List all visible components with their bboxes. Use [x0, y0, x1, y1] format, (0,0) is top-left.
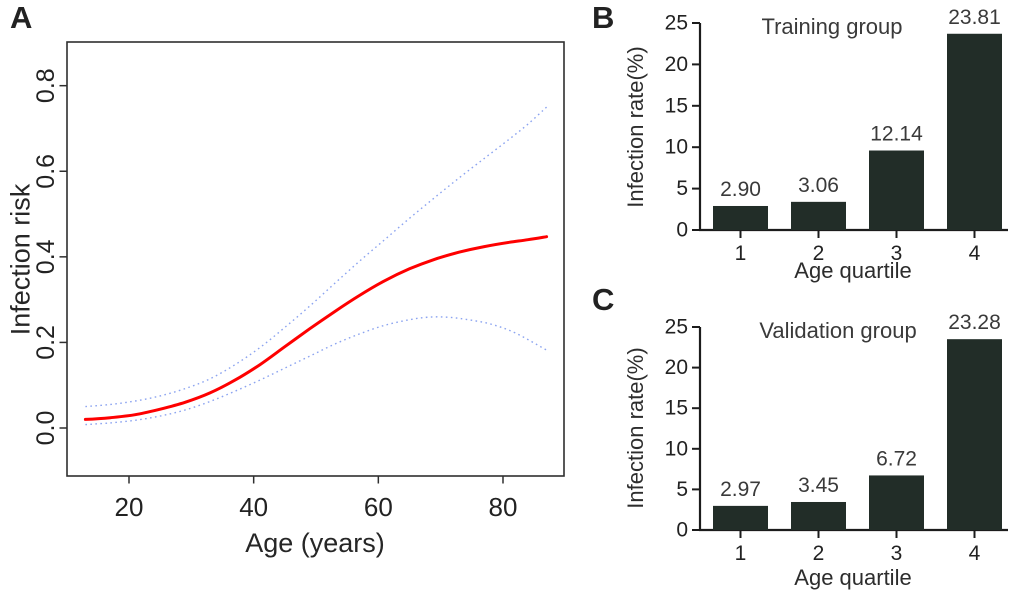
panel-b-bar-value-label: 3.06 — [798, 174, 839, 197]
panel-a-letter: A — [10, 0, 33, 35]
panel-c-bar-q3 — [869, 475, 924, 530]
panel-c-bar-value-label: 23.28 — [948, 311, 1001, 334]
panel-a-plot: 20 40 60 80 0.0 0.2 0.4 0.6 0.8 — [32, 41, 565, 522]
panel-b-y-tick-label: 15 — [665, 94, 688, 117]
curve-fitted-infection-risk — [83, 235, 549, 421]
panel-c-bar-value-label: 2.97 — [720, 478, 761, 501]
panel-b-bar-value-label: 12.14 — [870, 123, 923, 146]
panel-a-y-tick-label: 0.4 — [32, 239, 60, 274]
panel-b-x-axis-title: Age quartile — [794, 258, 912, 283]
panel-b-bar-q2 — [791, 201, 846, 230]
panel-c-y-tick-label: 25 — [665, 316, 688, 339]
panel-c-x-tick-label: 2 — [813, 542, 825, 565]
panel-a-x-tick-label: 40 — [239, 492, 268, 522]
panel-a-x-tick-label: 60 — [364, 492, 393, 522]
panel-b-y-tick-label: 0 — [676, 219, 688, 242]
panel-a-y-tick-label: 0.8 — [32, 68, 60, 103]
panel-c-y-tick-label: 20 — [665, 356, 688, 379]
panel-c-bar-value-label: 6.72 — [876, 447, 917, 470]
panel-c-bar-q2 — [791, 501, 846, 530]
panel-c-x-tick-label: 1 — [735, 542, 747, 565]
panel-c-bar-q4 — [947, 339, 1002, 530]
panel-b-y-tick-label: 5 — [676, 177, 688, 200]
panel-b-bar-q4 — [947, 33, 1002, 230]
panel-c-group-title: Validation group — [759, 318, 917, 343]
panel-b-letter: B — [592, 0, 615, 35]
panel-c-plot: 0 5 10 15 20 25 1 2.97 2 3.45 3 6.72 4 23.28 — [665, 311, 1008, 565]
panel-b-bar-value-label: 23.81 — [948, 6, 1001, 29]
panel-b-y-tick-label: 25 — [665, 12, 688, 35]
panel-a-y-tick-label: 0.0 — [32, 411, 60, 446]
panel-a-y-tick-label: 0.2 — [32, 325, 60, 360]
panel-b-bar-value-label: 2.90 — [720, 178, 761, 201]
panel-b-x-tick-label: 1 — [735, 242, 747, 265]
panel-c-x-tick-label: 4 — [969, 542, 981, 565]
panel-b-y-axis-title: Infection rate(%) — [623, 46, 648, 208]
panel-a-frame — [66, 41, 565, 477]
panel-b-y-tick-label: 10 — [665, 136, 688, 159]
panel-b-bar-q3 — [869, 150, 924, 230]
panel-c-y-tick-label: 5 — [676, 478, 688, 501]
panel-b-bar-q1 — [713, 205, 768, 230]
panel-c-bar-value-label: 3.45 — [798, 474, 839, 497]
panel-c-x-tick-label: 3 — [891, 542, 903, 565]
panel-a-y-axis-title: Infection risk — [5, 183, 36, 336]
curve-ci-upper — [85, 106, 548, 408]
panel-c-y-axis-title: Infection rate(%) — [623, 347, 648, 509]
panel-b-group-title: Training group — [761, 14, 903, 39]
panel-c-y-tick-label: 10 — [665, 437, 688, 460]
curve-ci-lower — [85, 316, 547, 426]
panel-b-x-tick-label: 2 — [813, 242, 825, 265]
panel-a-x-tick-label: 20 — [115, 492, 144, 522]
panel-b-y-tick-label: 20 — [665, 53, 688, 76]
panel-c-letter: C — [592, 282, 615, 317]
panel-c-x-axis-title: Age quartile — [794, 565, 912, 590]
panel-a-x-tick-label: 80 — [489, 492, 518, 522]
panel-c-y-tick-label: 15 — [665, 397, 688, 420]
panel-b-x-tick-label: 3 — [891, 242, 903, 265]
panel-c-y-tick-label: 0 — [676, 519, 688, 542]
panel-a-y-tick-label: 0.6 — [32, 154, 60, 189]
panel-a-x-axis-title: Age (years) — [245, 528, 385, 558]
panel-c-bar-q1 — [713, 505, 768, 530]
panel-b-x-tick-label: 4 — [969, 242, 981, 265]
panel-b-plot: 0 5 10 15 20 25 1 2.90 2 3.06 3 12.14 4 23.81 — [665, 6, 1008, 265]
